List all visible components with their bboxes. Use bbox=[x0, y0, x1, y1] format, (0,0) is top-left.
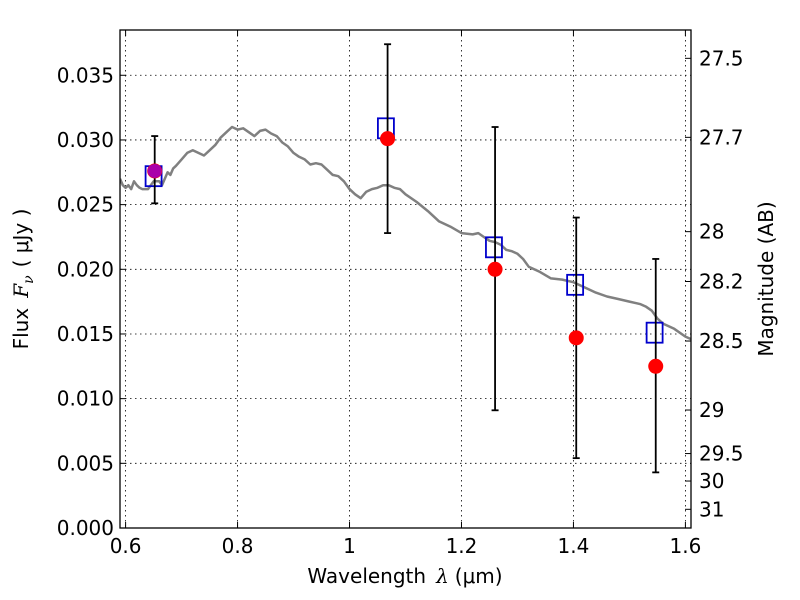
flux-point-overlap bbox=[147, 163, 162, 178]
y-tick-label: 0.010 bbox=[57, 387, 114, 411]
open-square-marker bbox=[645, 321, 664, 344]
mag-tick-label: 30 bbox=[699, 469, 724, 493]
spectrum-line bbox=[120, 125, 691, 341]
mag-tick-label: 28 bbox=[699, 220, 724, 244]
open-square-marker bbox=[485, 236, 503, 259]
x-tick-label: 1 bbox=[343, 534, 356, 558]
x-tick-label: 0.8 bbox=[222, 534, 254, 558]
mag-tick-label: 28.2 bbox=[699, 270, 744, 294]
x-tick-label: 0.6 bbox=[110, 534, 142, 558]
mag-tick-label: 27.7 bbox=[699, 125, 744, 149]
y-tick-label: 0.025 bbox=[57, 193, 114, 217]
y-tick-label: 0.020 bbox=[57, 257, 114, 281]
x-axis-label: Wavelength λ (μm) bbox=[307, 564, 502, 588]
x-tick-label: 1.2 bbox=[446, 534, 478, 558]
mag-tick-label: 31 bbox=[699, 497, 724, 521]
plot-frame bbox=[119, 29, 692, 529]
mag-tick-label: 29 bbox=[699, 398, 724, 422]
mag-tick-label: 28.5 bbox=[699, 329, 744, 353]
flux-point bbox=[487, 261, 503, 277]
mag-tick-label: 27.5 bbox=[699, 46, 744, 70]
flux-point bbox=[380, 131, 396, 147]
model-spectrum bbox=[120, 125, 691, 341]
y-tick-label: 0.000 bbox=[57, 516, 114, 540]
y-tick-label: 0.015 bbox=[57, 322, 114, 346]
flux-point bbox=[648, 358, 664, 374]
grid bbox=[120, 30, 691, 529]
right-axis-label: Magnitude (AB) bbox=[754, 201, 778, 356]
y-axis-label: FluxFν( μJy ) bbox=[9, 209, 37, 350]
photometry-markers bbox=[144, 43, 664, 474]
x-tick-label: 1.4 bbox=[558, 534, 590, 558]
open-square-marker bbox=[566, 273, 585, 296]
mag-tick-label: 29.5 bbox=[699, 442, 744, 466]
x-tick-label: 1.6 bbox=[669, 534, 701, 558]
flux-point bbox=[568, 330, 584, 346]
y-tick-label: 0.030 bbox=[57, 128, 114, 152]
y-tick-label: 0.035 bbox=[57, 63, 114, 87]
y-tick-label: 0.005 bbox=[57, 451, 114, 475]
axis-ticks: 0.6 0.8 1 1.2 1.4 1.6 0.000 0.005 0.010 0.015 0.02… bbox=[57, 30, 744, 558]
